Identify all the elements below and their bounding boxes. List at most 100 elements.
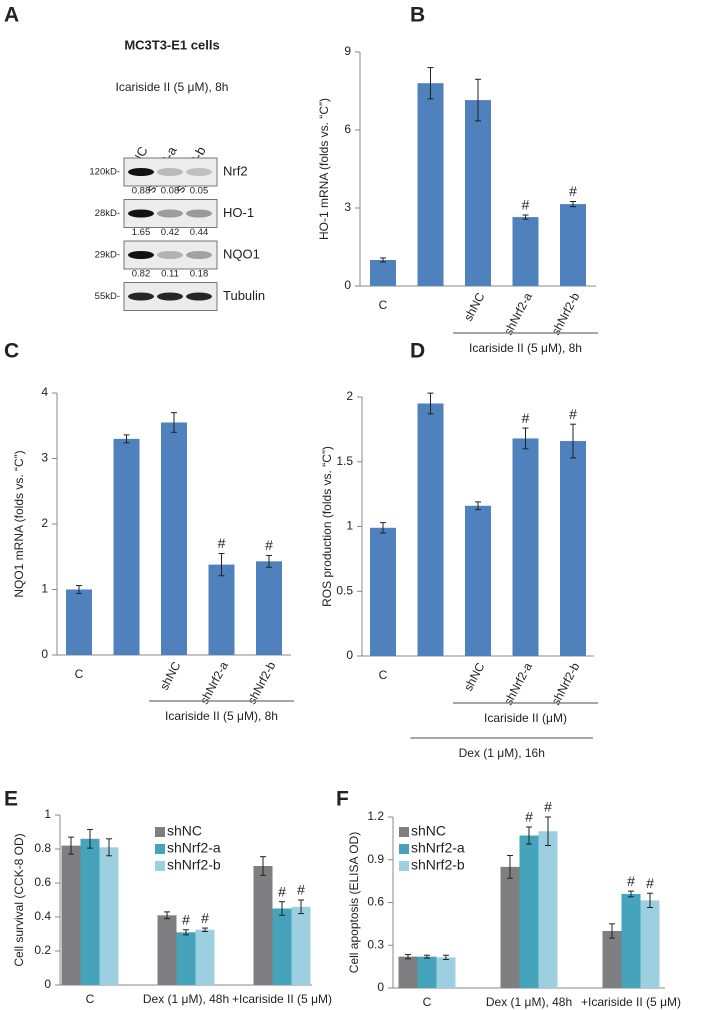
y-tick-label: 1 xyxy=(346,519,353,533)
protein-label: Nrf2 xyxy=(223,163,248,178)
bar xyxy=(465,505,491,656)
blot-treatment: Icariside II (5 μM), 8h xyxy=(116,80,229,94)
x-tick-label: shNC xyxy=(461,290,488,323)
error-bar xyxy=(266,554,272,568)
bar xyxy=(370,527,396,656)
legend-swatch xyxy=(155,827,165,837)
quantification: 0.18 xyxy=(190,269,209,280)
y-tick-label: 4 xyxy=(41,385,48,399)
blot-band xyxy=(157,292,183,301)
bar xyxy=(602,931,622,988)
y-tick-label: 0.4 xyxy=(34,909,51,923)
y-axis-label: HO-1 mRNA (folds vs. “C”) xyxy=(317,98,331,240)
bar xyxy=(256,561,282,655)
legend-label: shNC xyxy=(167,823,202,839)
bar xyxy=(161,422,187,655)
quantification: 0.11 xyxy=(161,269,179,280)
blot-band xyxy=(157,168,183,176)
bar xyxy=(195,929,215,985)
error-bar xyxy=(171,412,177,433)
annotation: # xyxy=(646,875,654,891)
protein-label: NQO1 xyxy=(223,246,260,261)
y-tick-label: 0.5 xyxy=(336,583,353,597)
group-label: Icariside II (5 μM), 8h xyxy=(469,341,582,355)
y-axis-label: ROS production (folds vs. “C”) xyxy=(320,446,334,607)
bar xyxy=(538,831,558,988)
error-bar xyxy=(522,214,529,220)
error-bar xyxy=(628,890,634,898)
legend-swatch xyxy=(399,827,409,837)
blot-band xyxy=(186,168,212,176)
blot-band xyxy=(186,292,212,301)
blot-band xyxy=(128,292,154,301)
bar xyxy=(512,217,539,286)
panel-letter: E xyxy=(4,788,18,811)
error-bar xyxy=(427,392,434,415)
quantification: 0.88 xyxy=(132,186,151,197)
error-bar xyxy=(380,522,386,534)
error-bar xyxy=(609,923,615,939)
x-tick-label: C xyxy=(86,992,95,1006)
y-axis-label: Cell survival (CCK-8 OD) xyxy=(12,833,26,966)
error-bar xyxy=(475,78,481,122)
y-tick-label: 0 xyxy=(41,647,48,661)
y-tick-label: 2 xyxy=(41,516,48,530)
error-bar xyxy=(279,901,285,916)
blot-band xyxy=(157,251,183,259)
blot-band xyxy=(128,209,154,218)
x-tick-label: shNrf2-a xyxy=(501,290,535,337)
bar xyxy=(291,906,311,985)
x-tick-label: C xyxy=(379,298,388,312)
group-label: Icariside II (5 μM), 8h xyxy=(165,709,278,723)
legend-label: shNC xyxy=(411,823,446,839)
error-bar xyxy=(405,954,411,960)
y-tick-label: 0 xyxy=(377,980,384,994)
x-tick-label: Dex (1 μM), 48h xyxy=(486,995,572,1009)
bar xyxy=(253,866,273,985)
error-bar xyxy=(427,67,434,100)
y-tick-label: 1.5 xyxy=(336,454,353,468)
bar xyxy=(272,908,292,985)
x-tick-label: shNrf2-a xyxy=(197,659,231,706)
y-tick-label: 0 xyxy=(344,278,351,292)
annotation: # xyxy=(522,197,530,213)
bar xyxy=(621,893,641,988)
bar xyxy=(417,403,444,656)
error-bar xyxy=(545,816,551,846)
y-tick-label: 0.8 xyxy=(34,841,51,855)
bar xyxy=(417,956,437,988)
y-tick-label: 0 xyxy=(44,977,51,991)
error-bar xyxy=(68,836,74,855)
y-tick-label: 0.2 xyxy=(34,943,51,957)
y-tick-label: 3 xyxy=(41,451,48,465)
y-tick-label: 0.3 xyxy=(367,937,384,951)
annotation: # xyxy=(218,535,226,551)
x-tick-label: +Icariside II (5 μM) xyxy=(232,992,332,1006)
blot-band xyxy=(157,209,183,218)
x-tick-label: C xyxy=(423,995,432,1009)
bar xyxy=(560,204,586,286)
x-tick-label: C xyxy=(379,668,388,682)
error-bar xyxy=(123,434,130,444)
error-bar xyxy=(218,552,225,577)
bar xyxy=(61,845,81,985)
panel-letter: A xyxy=(4,4,19,27)
x-tick-label: C xyxy=(75,667,84,681)
bar xyxy=(208,564,235,655)
size-label: 120kD- xyxy=(89,167,120,178)
size-label: 29kD- xyxy=(95,250,120,261)
bar xyxy=(500,866,520,988)
error-bar xyxy=(260,856,266,876)
legend-swatch xyxy=(155,844,165,854)
bar xyxy=(99,847,119,985)
x-tick-label: shNC xyxy=(461,660,488,693)
x-tick-label: Dex (1 μM), 48h xyxy=(143,992,229,1006)
error-bar xyxy=(570,423,576,459)
x-tick-label: shNC xyxy=(157,659,184,692)
error-bar xyxy=(164,911,170,920)
blot-band xyxy=(186,209,212,218)
annotation: # xyxy=(569,183,577,199)
bar xyxy=(370,260,396,286)
error-bar xyxy=(570,201,576,208)
y-axis-label: NQO1 mRNA (folds vs. “C”) xyxy=(12,450,26,597)
